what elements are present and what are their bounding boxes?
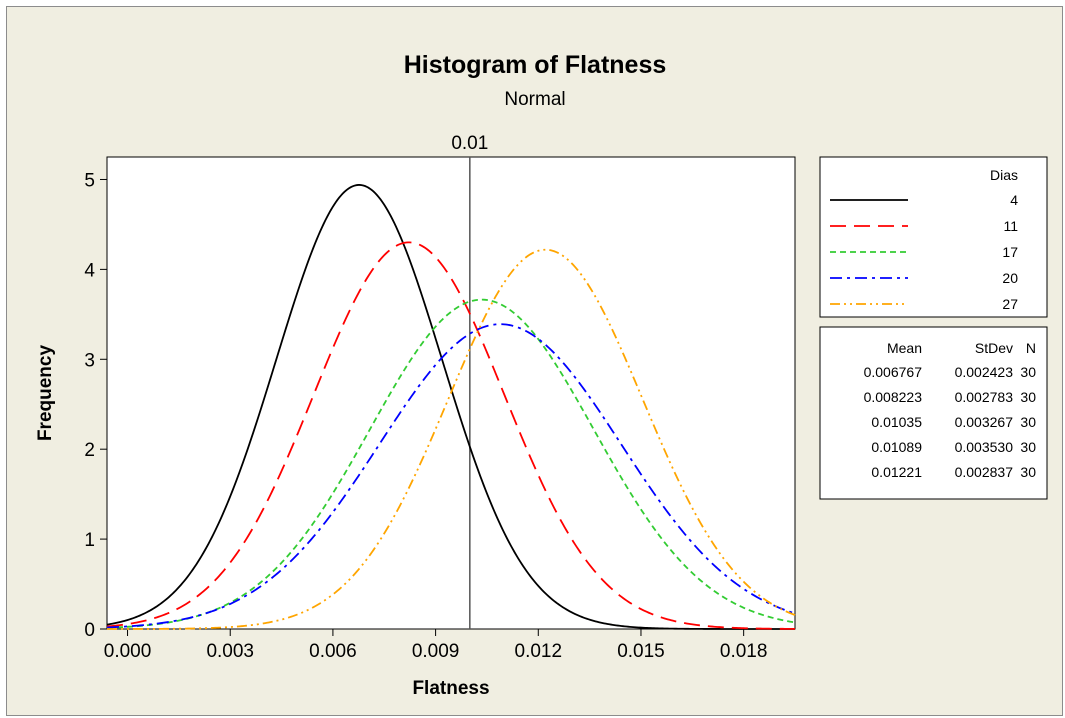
y-tick-label: 0 xyxy=(84,620,95,641)
stats-mean: 0.01035 xyxy=(871,414,922,430)
stats-mean: 0.01221 xyxy=(871,464,922,480)
x-tick-label: 0.009 xyxy=(412,641,460,662)
y-axis-title: Frequency xyxy=(35,345,56,442)
y-tick-label: 2 xyxy=(84,440,95,461)
x-tick-label: 0.000 xyxy=(104,641,152,662)
chart-svg: Histogram of Flatness Normal 0 1 2 3 4 5 0.000 0.… xyxy=(35,51,1048,699)
stats-n: 30 xyxy=(1020,364,1036,380)
stats-header: StDev xyxy=(975,340,1013,356)
legend-entry-label: 17 xyxy=(1002,244,1018,260)
series-line-20 xyxy=(106,323,796,629)
stats-header: N xyxy=(1026,340,1036,356)
y-tick-label: 4 xyxy=(84,260,95,281)
y-tick-label: 3 xyxy=(84,350,95,371)
stats-header: Mean xyxy=(887,340,922,356)
stats-stdev: 0.003530 xyxy=(955,439,1014,455)
stats-stdev: 0.002423 xyxy=(955,364,1014,380)
x-axis-title: Flatness xyxy=(412,678,489,699)
chart-title: Histogram of Flatness xyxy=(404,51,667,79)
stats-mean: 0.01089 xyxy=(871,439,922,455)
legend-entry-label: 4 xyxy=(1010,192,1018,208)
legend-title: Dias xyxy=(990,167,1018,183)
plot-layer: Histogram of Flatness Normal 0 1 2 3 4 5 0.000 0.… xyxy=(35,51,1048,699)
series-line-27 xyxy=(106,248,796,630)
x-tick-label: 0.003 xyxy=(206,641,254,662)
x-tick-label: 0.015 xyxy=(617,641,665,662)
series-line-11 xyxy=(106,241,795,630)
legend-entry-label: 27 xyxy=(1002,296,1018,312)
stats-stdev: 0.002837 xyxy=(955,464,1014,480)
legend-entry-label: 11 xyxy=(1003,218,1018,234)
stats-n: 30 xyxy=(1020,464,1036,480)
x-tick-label: 0.006 xyxy=(309,641,357,662)
reference-line-label: 0.01 xyxy=(451,133,488,154)
series-line-17 xyxy=(106,298,796,629)
stats-n: 30 xyxy=(1020,439,1036,455)
y-tick-label: 1 xyxy=(84,530,95,551)
x-tick-label: 0.018 xyxy=(720,641,768,662)
stats-mean: 0.008223 xyxy=(864,389,923,405)
stats-n: 30 xyxy=(1020,389,1036,405)
x-tick-label: 0.012 xyxy=(515,641,563,662)
chart-frame: Histogram of Flatness Normal 0 1 2 3 4 5 0.000 0.… xyxy=(6,6,1063,716)
stats-table xyxy=(819,326,1048,500)
legend-entry-label: 20 xyxy=(1002,270,1018,286)
y-tick-label: 5 xyxy=(84,170,95,191)
chart-subtitle: Normal xyxy=(504,89,565,110)
stats-stdev: 0.002783 xyxy=(955,389,1014,405)
series-line-4 xyxy=(106,184,795,630)
stats-stdev: 0.003267 xyxy=(955,414,1014,430)
stats-mean: 0.006767 xyxy=(864,364,923,380)
legend-box xyxy=(819,156,1048,318)
stats-n: 30 xyxy=(1020,414,1036,430)
